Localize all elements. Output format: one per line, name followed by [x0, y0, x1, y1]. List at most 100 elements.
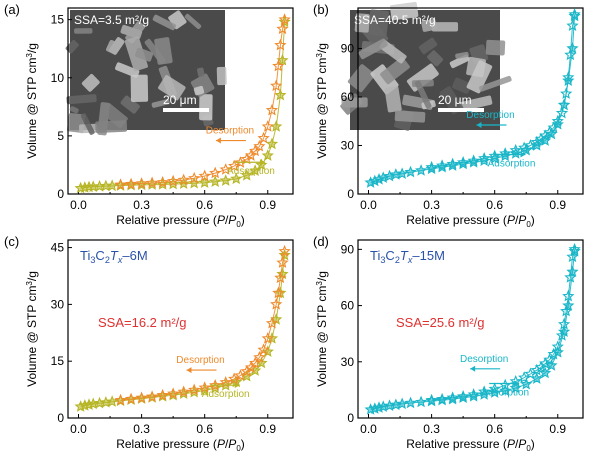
data-point-desorption — [261, 120, 274, 132]
sem-grain — [66, 94, 97, 105]
chart-panel-a: (a) SSA=3.5 m²/g 20 μm 0.0 0.3 0.6 0.9 0 5 10 15 Re… — [4, 2, 294, 229]
y-tick-label: 0 — [347, 187, 354, 201]
sem-grain — [69, 106, 79, 114]
data-point-desorption — [276, 22, 289, 35]
y-tick-label: 0 — [57, 187, 64, 201]
data-point-desorption — [457, 390, 470, 402]
data-point-adsorption — [396, 397, 409, 410]
sem-grain — [459, 95, 493, 112]
data-point-desorption — [257, 343, 270, 356]
sem-grain — [95, 120, 128, 134]
desorption-arrowhead — [470, 365, 476, 372]
sem-grain — [414, 80, 432, 109]
sem-grain — [449, 54, 470, 69]
data-point-desorption — [478, 385, 491, 397]
x-tick-label: 0.0 — [360, 198, 377, 212]
desorption-label: Desorption — [460, 354, 508, 365]
adsorption-arrowhead — [234, 382, 240, 389]
data-point-desorption — [524, 139, 537, 151]
series-line-desorption — [120, 251, 286, 401]
data-point-desorption — [228, 372, 241, 385]
data-point-desorption — [446, 391, 459, 403]
sem-grain — [81, 74, 100, 92]
sem-grain — [74, 28, 93, 34]
data-point-desorption — [551, 340, 564, 353]
x-tick-label: 0.9 — [259, 198, 276, 212]
scale-bar — [438, 108, 484, 112]
data-point-desorption — [209, 378, 222, 391]
data-point-desorption — [135, 177, 148, 189]
data-point-desorption — [124, 392, 138, 405]
ssa-label: SSA=25.6 m²/g — [396, 315, 485, 330]
desorption-arrowhead — [476, 121, 482, 128]
sem-grain — [394, 110, 426, 123]
sem-grain — [197, 67, 205, 77]
data-point-adsorption — [539, 366, 552, 379]
adsorption-arrowhead — [259, 159, 265, 166]
sem-grain — [341, 97, 368, 108]
data-point-desorption — [253, 350, 266, 363]
sem-grain — [439, 86, 464, 115]
x-axis-label: Relative pressure (P/P0) — [116, 437, 245, 453]
data-point-adsorption — [209, 175, 222, 188]
x-tick-label: 0.3 — [133, 198, 150, 212]
data-point-adsorption — [276, 267, 289, 280]
y-tick-label: 0 — [347, 411, 354, 425]
x-tick-label: 0.3 — [133, 422, 150, 436]
sem-grain — [151, 99, 170, 108]
sem-grain — [427, 50, 444, 67]
sem-grain — [431, 22, 459, 32]
x-tick-label: 0.3 — [423, 422, 440, 436]
data-point-desorption — [274, 38, 287, 51]
data-point-desorption — [555, 106, 569, 119]
data-point-adsorption — [249, 364, 262, 376]
data-point-desorption — [436, 392, 449, 405]
series-line-adsorption — [370, 251, 576, 411]
data-point-desorption — [257, 131, 270, 144]
data-point-desorption — [467, 154, 480, 167]
data-point-desorption — [167, 174, 180, 187]
data-point-desorption — [135, 391, 148, 404]
adsorption-arrowhead — [520, 151, 526, 158]
sample-label: Ti3C2Tx–6M — [80, 248, 148, 265]
data-point-desorption — [518, 141, 531, 154]
data-point-adsorption — [274, 88, 287, 101]
sem-grain — [130, 74, 149, 102]
desorption-arrowhead — [215, 137, 221, 144]
data-point-desorption — [145, 176, 159, 189]
y-tick-label: 90 — [341, 41, 355, 55]
data-point-desorption — [457, 156, 470, 168]
data-point-desorption — [156, 175, 169, 188]
data-point-adsorption — [188, 176, 201, 189]
data-point-adsorption — [404, 165, 417, 178]
data-point-desorption — [276, 256, 289, 268]
data-point-desorption — [146, 390, 159, 403]
y-tick-label: 60 — [341, 90, 355, 104]
x-axis-label: Relative pressure (P/P0) — [116, 213, 245, 229]
data-point-desorption — [446, 157, 459, 170]
data-point-desorption — [265, 103, 279, 116]
y-axis-label: Volume @ STP cm3/g — [25, 43, 39, 159]
data-point-desorption — [249, 356, 262, 369]
axes-frame — [357, 239, 584, 419]
data-point-adsorption — [520, 377, 533, 390]
y-axis-label: Volume @ STP cm3/g — [25, 271, 39, 387]
sem-grain — [479, 75, 512, 92]
data-point-desorption — [555, 329, 569, 341]
x-tick-label: 0.6 — [486, 422, 503, 436]
data-point-desorption — [530, 135, 543, 148]
desorption-label: Desorption — [466, 110, 514, 121]
y-tick-label: 30 — [51, 297, 65, 311]
sem-image: SSA=40.5 m²/g 20 μm — [340, 1, 512, 131]
data-point-desorption — [568, 242, 581, 255]
data-point-desorption — [234, 156, 247, 168]
sem-grain — [135, 47, 154, 62]
data-point-desorption — [240, 152, 253, 165]
data-point-adsorption — [414, 395, 428, 408]
data-point-desorption — [198, 169, 211, 182]
data-point-desorption — [261, 332, 274, 344]
y-tick-label: 90 — [341, 242, 355, 256]
data-point-desorption — [272, 59, 285, 72]
adsorption-label: Adsorption — [481, 388, 529, 399]
